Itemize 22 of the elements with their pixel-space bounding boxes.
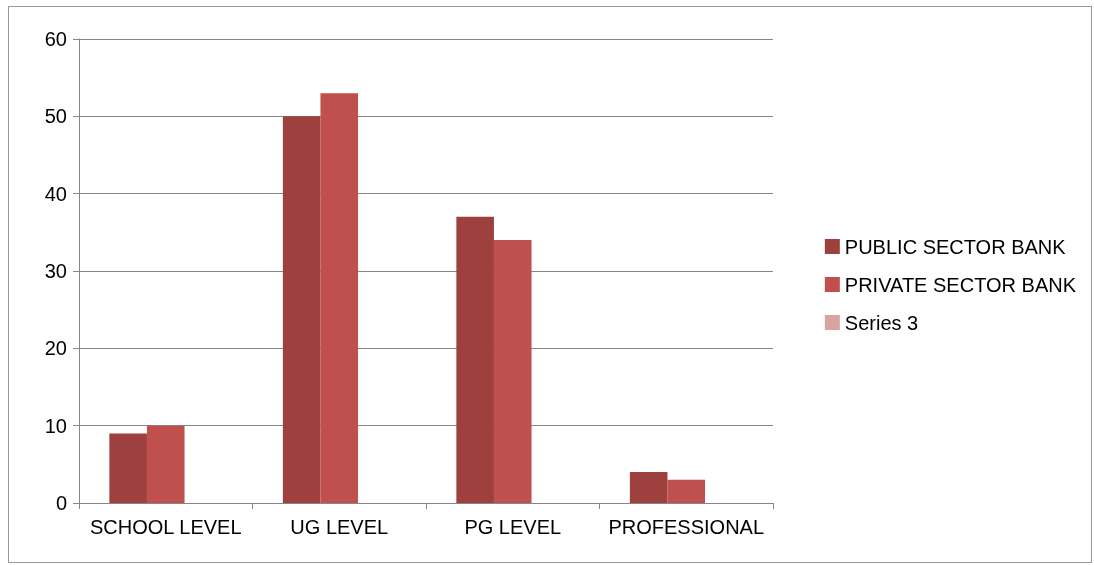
y-tick-label: 20 [44,337,67,360]
legend-label: PRIVATE SECTOR BANK [844,273,1077,296]
y-tick-label: 40 [44,182,67,205]
y-tick-label: 0 [55,492,67,514]
bar [493,240,532,503]
bar [667,479,706,503]
x-tick-label: UG LEVEL [290,516,389,538]
y-tick-label: 60 [44,28,67,50]
bar [629,472,668,503]
x-tick-label: PG LEVEL [464,516,562,538]
x-tick-label: SCHOOL LEVEL [89,516,242,538]
bar [456,216,494,503]
y-tick-label: 10 [44,414,67,437]
bar [320,93,359,503]
y-tick-label: 50 [44,105,67,128]
bar [146,425,185,503]
bar [282,116,321,503]
x-tick-label: PROFESSIONAL [608,516,765,538]
legend-label: PUBLIC SECTOR BANK [844,235,1067,258]
bar [109,433,147,503]
y-tick-label: 30 [44,260,67,282]
legend-label: Series 3 [844,311,919,334]
